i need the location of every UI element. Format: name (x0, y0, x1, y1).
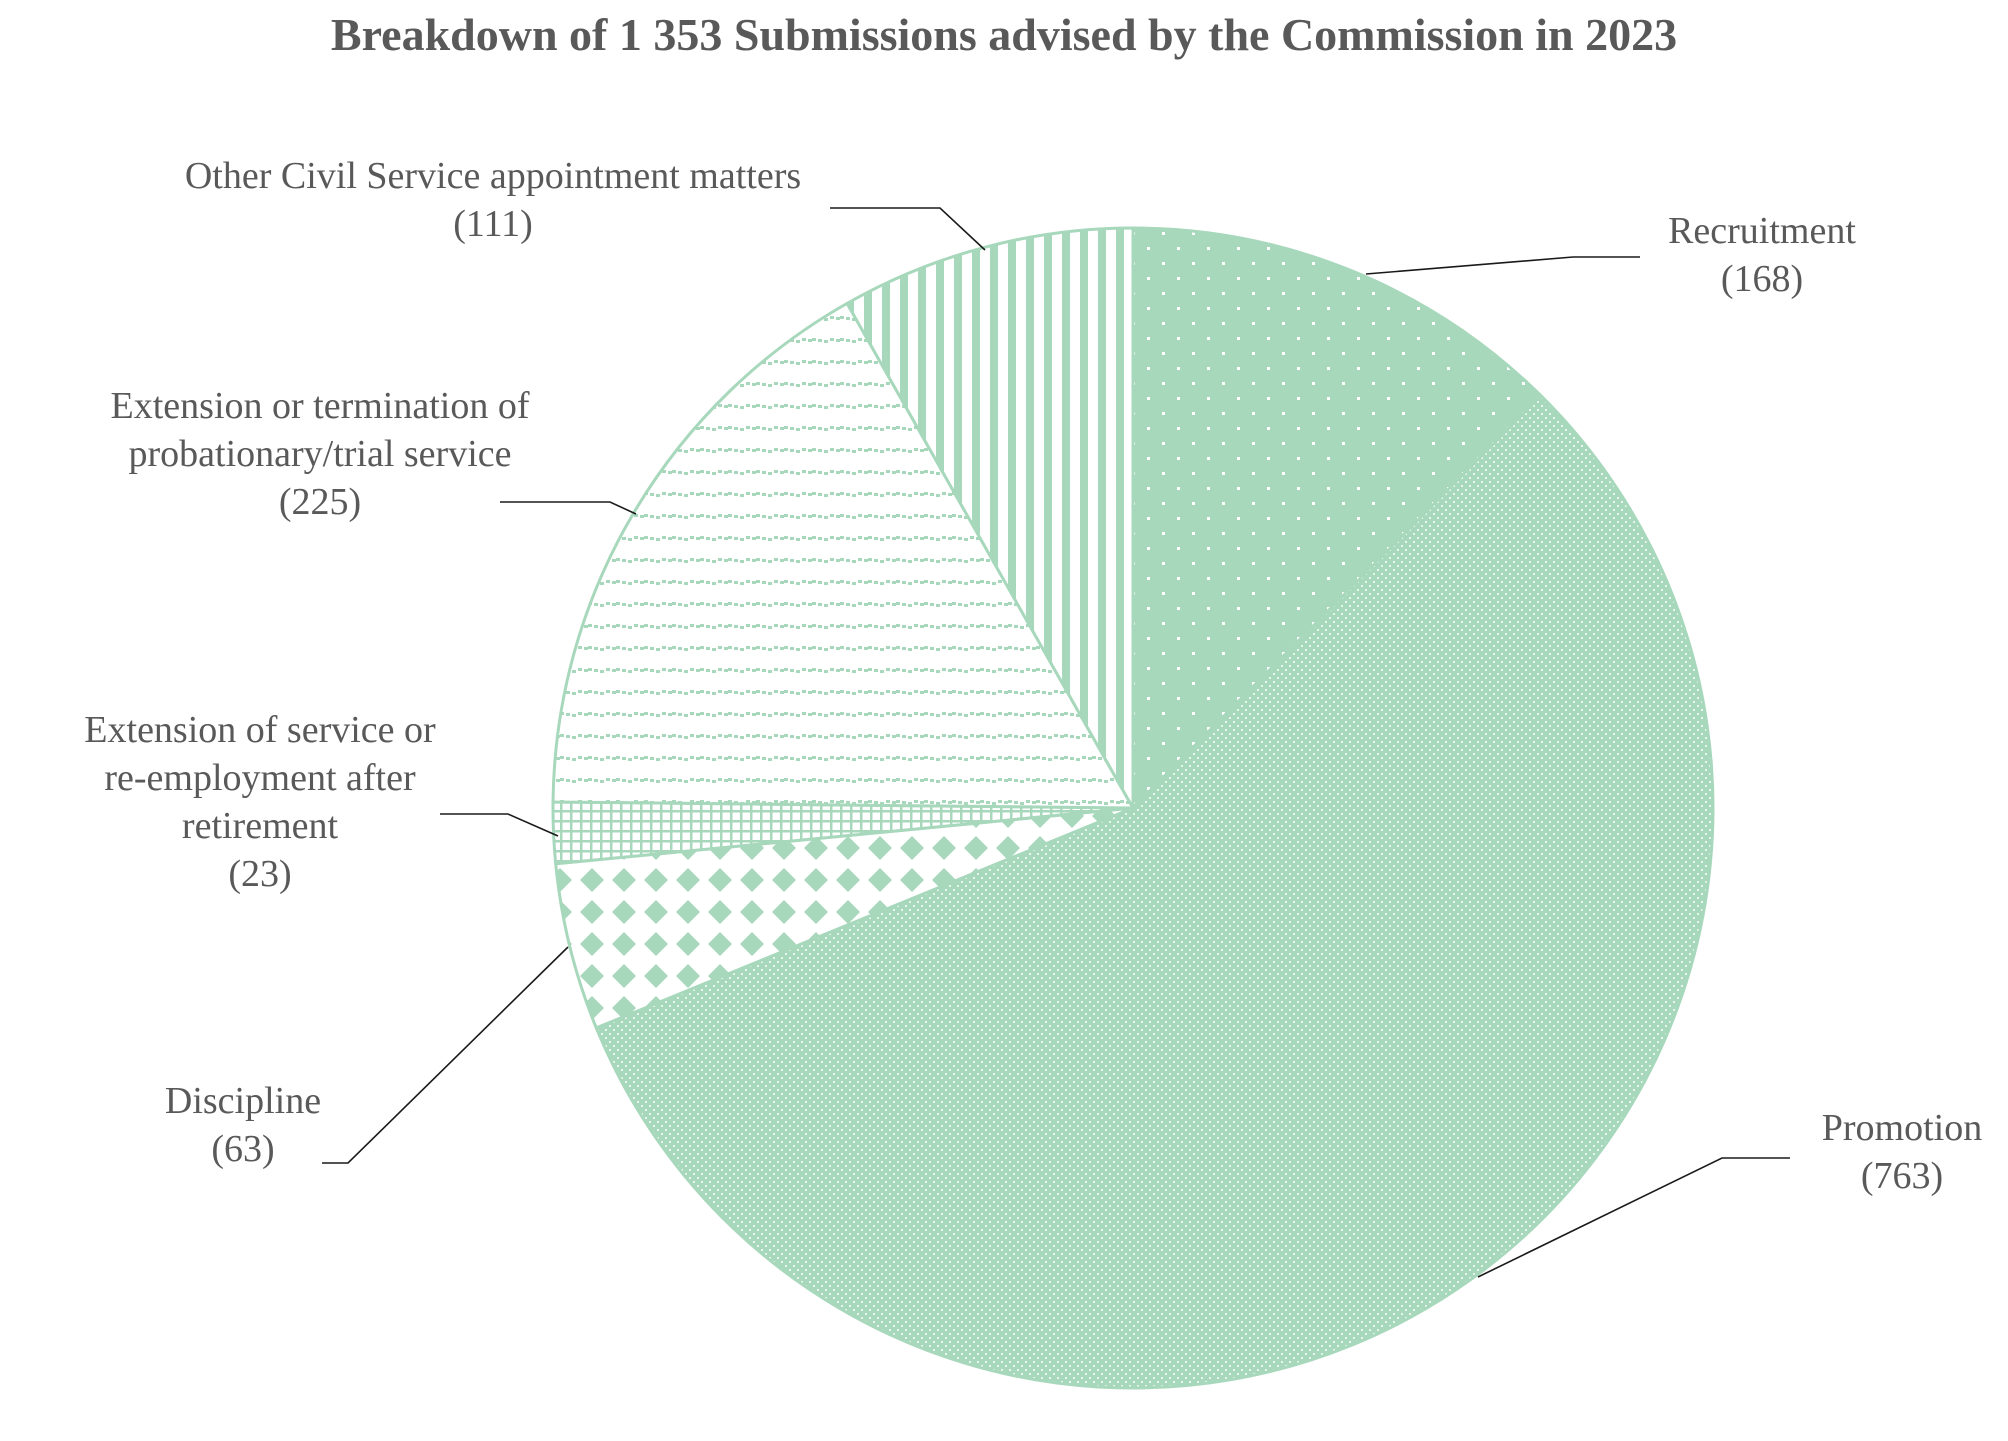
leader-line-extension-or-termination (500, 501, 637, 515)
leader-line-recruitment (1365, 256, 1640, 275)
slice-label-line: Recruitment (1668, 210, 1856, 252)
slice-label-line: probationary/trial service (128, 433, 511, 475)
slice-label-line: retirement (182, 805, 339, 847)
slice-value-other-appointment-matters: (111) (453, 203, 533, 245)
leader-line-promotion (1477, 1157, 1790, 1278)
slice-label-line: Other Civil Service appointment matters (185, 155, 801, 197)
slice-label-other-appointment-matters: Other Civil Service appointment matters (… (185, 155, 801, 245)
pie-slice-recruitment (1131, 226, 1543, 810)
slice-label-line: Discipline (165, 1080, 321, 1122)
pie-slice-discipline (554, 806, 1135, 1030)
slice-value-discipline: (63) (211, 1128, 274, 1170)
slice-label-line: Promotion (1822, 1107, 1982, 1149)
slice-label-extension-of-service: Extension of service or re-employment aft… (84, 709, 436, 895)
leader-line-discipline (322, 946, 569, 1164)
pie-slice-other-appointment-matters (845, 226, 1135, 810)
leader-line-other-appointment-matters (830, 207, 986, 251)
slice-value-promotion: (763) (1861, 1155, 1943, 1197)
slice-label-recruitment: Recruitment (168) (1668, 210, 1856, 300)
slice-value-extension-of-service: (23) (228, 853, 291, 895)
leader-line-extension-of-service (440, 813, 559, 837)
slice-label-extension-or-termination: Extension or termination of probationary/… (111, 385, 530, 523)
slice-label-line: re-employment after (104, 757, 416, 799)
slice-label-discipline: Discipline (63) (165, 1080, 321, 1170)
pie-slice-promotion (594, 394, 1715, 1390)
slice-label-line: Extension or termination of (111, 385, 530, 427)
chart-title: Breakdown of 1 353 Submissions advised b… (331, 9, 1677, 60)
slice-label-promotion: Promotion (763) (1822, 1107, 1982, 1197)
slice-label-line: Extension of service or (84, 709, 436, 751)
slice-value-extension-or-termination: (225) (279, 481, 361, 523)
slice-value-recruitment: (168) (1721, 258, 1803, 300)
